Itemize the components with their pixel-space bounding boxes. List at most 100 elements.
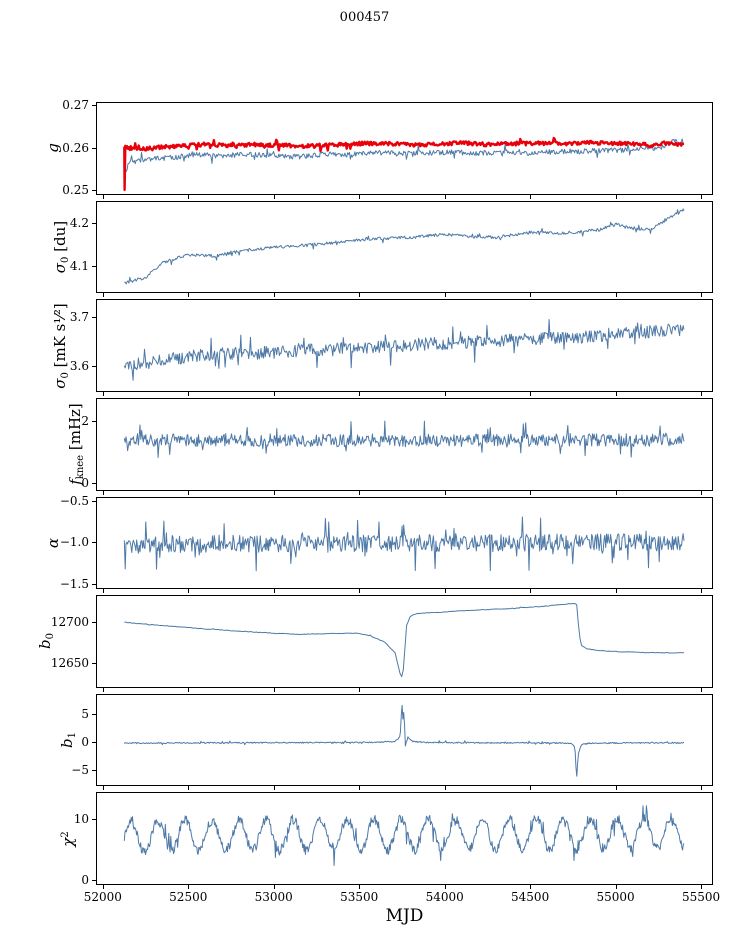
- series-b1: [123, 704, 685, 777]
- x-tick-mark: [530, 885, 532, 889]
- x-tick-mark: [530, 391, 532, 396]
- x-tick-mark: [273, 293, 275, 298]
- y-tick-mark: [92, 770, 96, 772]
- x-tick-mark: [273, 885, 275, 889]
- plot-area-alpha: [123, 516, 685, 571]
- series-alpha: [123, 516, 685, 571]
- x-tick-label: 54000: [425, 890, 464, 904]
- series-g-secondary: [123, 138, 685, 190]
- x-tick-mark: [359, 687, 361, 692]
- x-tick-mark: [102, 293, 104, 298]
- x-axis-label: MJD: [385, 906, 424, 926]
- x-tick-mark: [701, 194, 703, 199]
- x-tick-mark: [615, 293, 617, 298]
- series-fknee: [123, 420, 685, 458]
- panel-sigma0-mk: [96, 299, 713, 392]
- x-tick-mark: [359, 293, 361, 298]
- x-tick-mark: [701, 293, 703, 298]
- x-tick-mark: [530, 490, 532, 495]
- y-tick-mark: [92, 421, 96, 423]
- y-tick-label: 0.26: [62, 140, 89, 155]
- x-tick-mark: [188, 293, 190, 298]
- x-tick-mark: [444, 687, 446, 692]
- y-axis-label-text: b0: [35, 633, 56, 650]
- y-axis-label-text: g: [44, 143, 62, 154]
- x-tick-mark: [615, 194, 617, 199]
- y-tick-mark: [92, 147, 96, 149]
- series-chi2: [123, 805, 685, 867]
- x-tick-mark: [188, 786, 190, 791]
- x-tick-mark: [102, 194, 104, 199]
- y-tick-label: 10: [73, 811, 89, 826]
- x-tick-mark: [102, 687, 104, 692]
- x-tick-mark: [188, 687, 190, 692]
- panel-g: [96, 102, 713, 195]
- x-tick-mark: [530, 589, 532, 594]
- y-tick-label: −1.0: [59, 535, 89, 550]
- x-tick-mark: [188, 885, 190, 889]
- x-tick-mark: [102, 490, 104, 495]
- x-tick-mark: [359, 194, 361, 199]
- y-tick-mark: [92, 222, 96, 224]
- y-tick-label: 3.7: [69, 309, 89, 324]
- x-tick-mark: [188, 194, 190, 199]
- plot-area-b0: [124, 603, 685, 678]
- plot-area-sigma0-du: [124, 208, 685, 284]
- x-tick-mark: [530, 786, 532, 791]
- figure-title: 000457: [339, 10, 390, 25]
- panel-sigma0-du: [96, 200, 713, 294]
- x-tick-mark: [444, 194, 446, 199]
- y-tick-label: 0: [81, 475, 89, 490]
- series-sigma0-du: [124, 208, 685, 284]
- x-tick-mark: [102, 885, 104, 889]
- x-tick-mark: [102, 589, 104, 594]
- plot-area-g: [123, 136, 685, 192]
- y-axis-label-text: σ0 [mK s¹⁄²]: [50, 302, 71, 389]
- y-tick-label: 4.1: [69, 258, 89, 273]
- x-tick-mark: [273, 786, 275, 791]
- x-tick-mark: [444, 391, 446, 396]
- y-axis-label-text: fknee [mHz]: [65, 403, 86, 485]
- y-tick-mark: [92, 542, 96, 544]
- x-tick-mark: [102, 786, 104, 791]
- y-tick-label: 0.27: [62, 98, 89, 113]
- x-tick-mark: [530, 293, 532, 298]
- x-tick-mark: [701, 490, 703, 495]
- x-tick-mark: [701, 391, 703, 396]
- x-tick-mark: [615, 589, 617, 594]
- x-tick-mark: [615, 490, 617, 495]
- y-tick-label: 12700: [50, 614, 89, 629]
- y-tick-mark: [92, 714, 96, 716]
- x-tick-mark: [701, 687, 703, 692]
- y-tick-mark: [92, 879, 96, 881]
- x-tick-mark: [530, 687, 532, 692]
- x-tick-mark: [530, 194, 532, 199]
- x-tick-mark: [615, 786, 617, 791]
- plot-area-sigma0-mk: [123, 319, 685, 381]
- y-tick-label: −5: [71, 763, 89, 778]
- x-tick-mark: [359, 885, 361, 889]
- x-tick-mark: [188, 490, 190, 495]
- y-tick-mark: [92, 316, 96, 318]
- x-tick-mark: [444, 293, 446, 298]
- x-tick-label: 54500: [511, 890, 550, 904]
- y-tick-label: 3.6: [69, 358, 89, 373]
- y-tick-mark: [92, 501, 96, 503]
- y-axis-label-text: α: [44, 537, 62, 548]
- y-axis-label-text: b1: [58, 732, 78, 749]
- plot-area-fknee: [123, 420, 685, 458]
- y-axis-label-text: σ0 [du]: [50, 220, 71, 274]
- x-tick-mark: [444, 885, 446, 889]
- x-tick-mark: [188, 589, 190, 594]
- series-sigma0-mk: [123, 319, 685, 381]
- y-tick-label: 2: [81, 414, 89, 429]
- x-tick-label: 52500: [169, 890, 208, 904]
- x-tick-mark: [188, 391, 190, 396]
- x-tick-mark: [359, 391, 361, 396]
- x-tick-mark: [359, 589, 361, 594]
- y-tick-label: 0: [81, 735, 89, 750]
- x-tick-mark: [273, 687, 275, 692]
- x-tick-mark: [273, 391, 275, 396]
- x-tick-label: 52000: [83, 890, 122, 904]
- x-tick-label: 55500: [681, 890, 721, 904]
